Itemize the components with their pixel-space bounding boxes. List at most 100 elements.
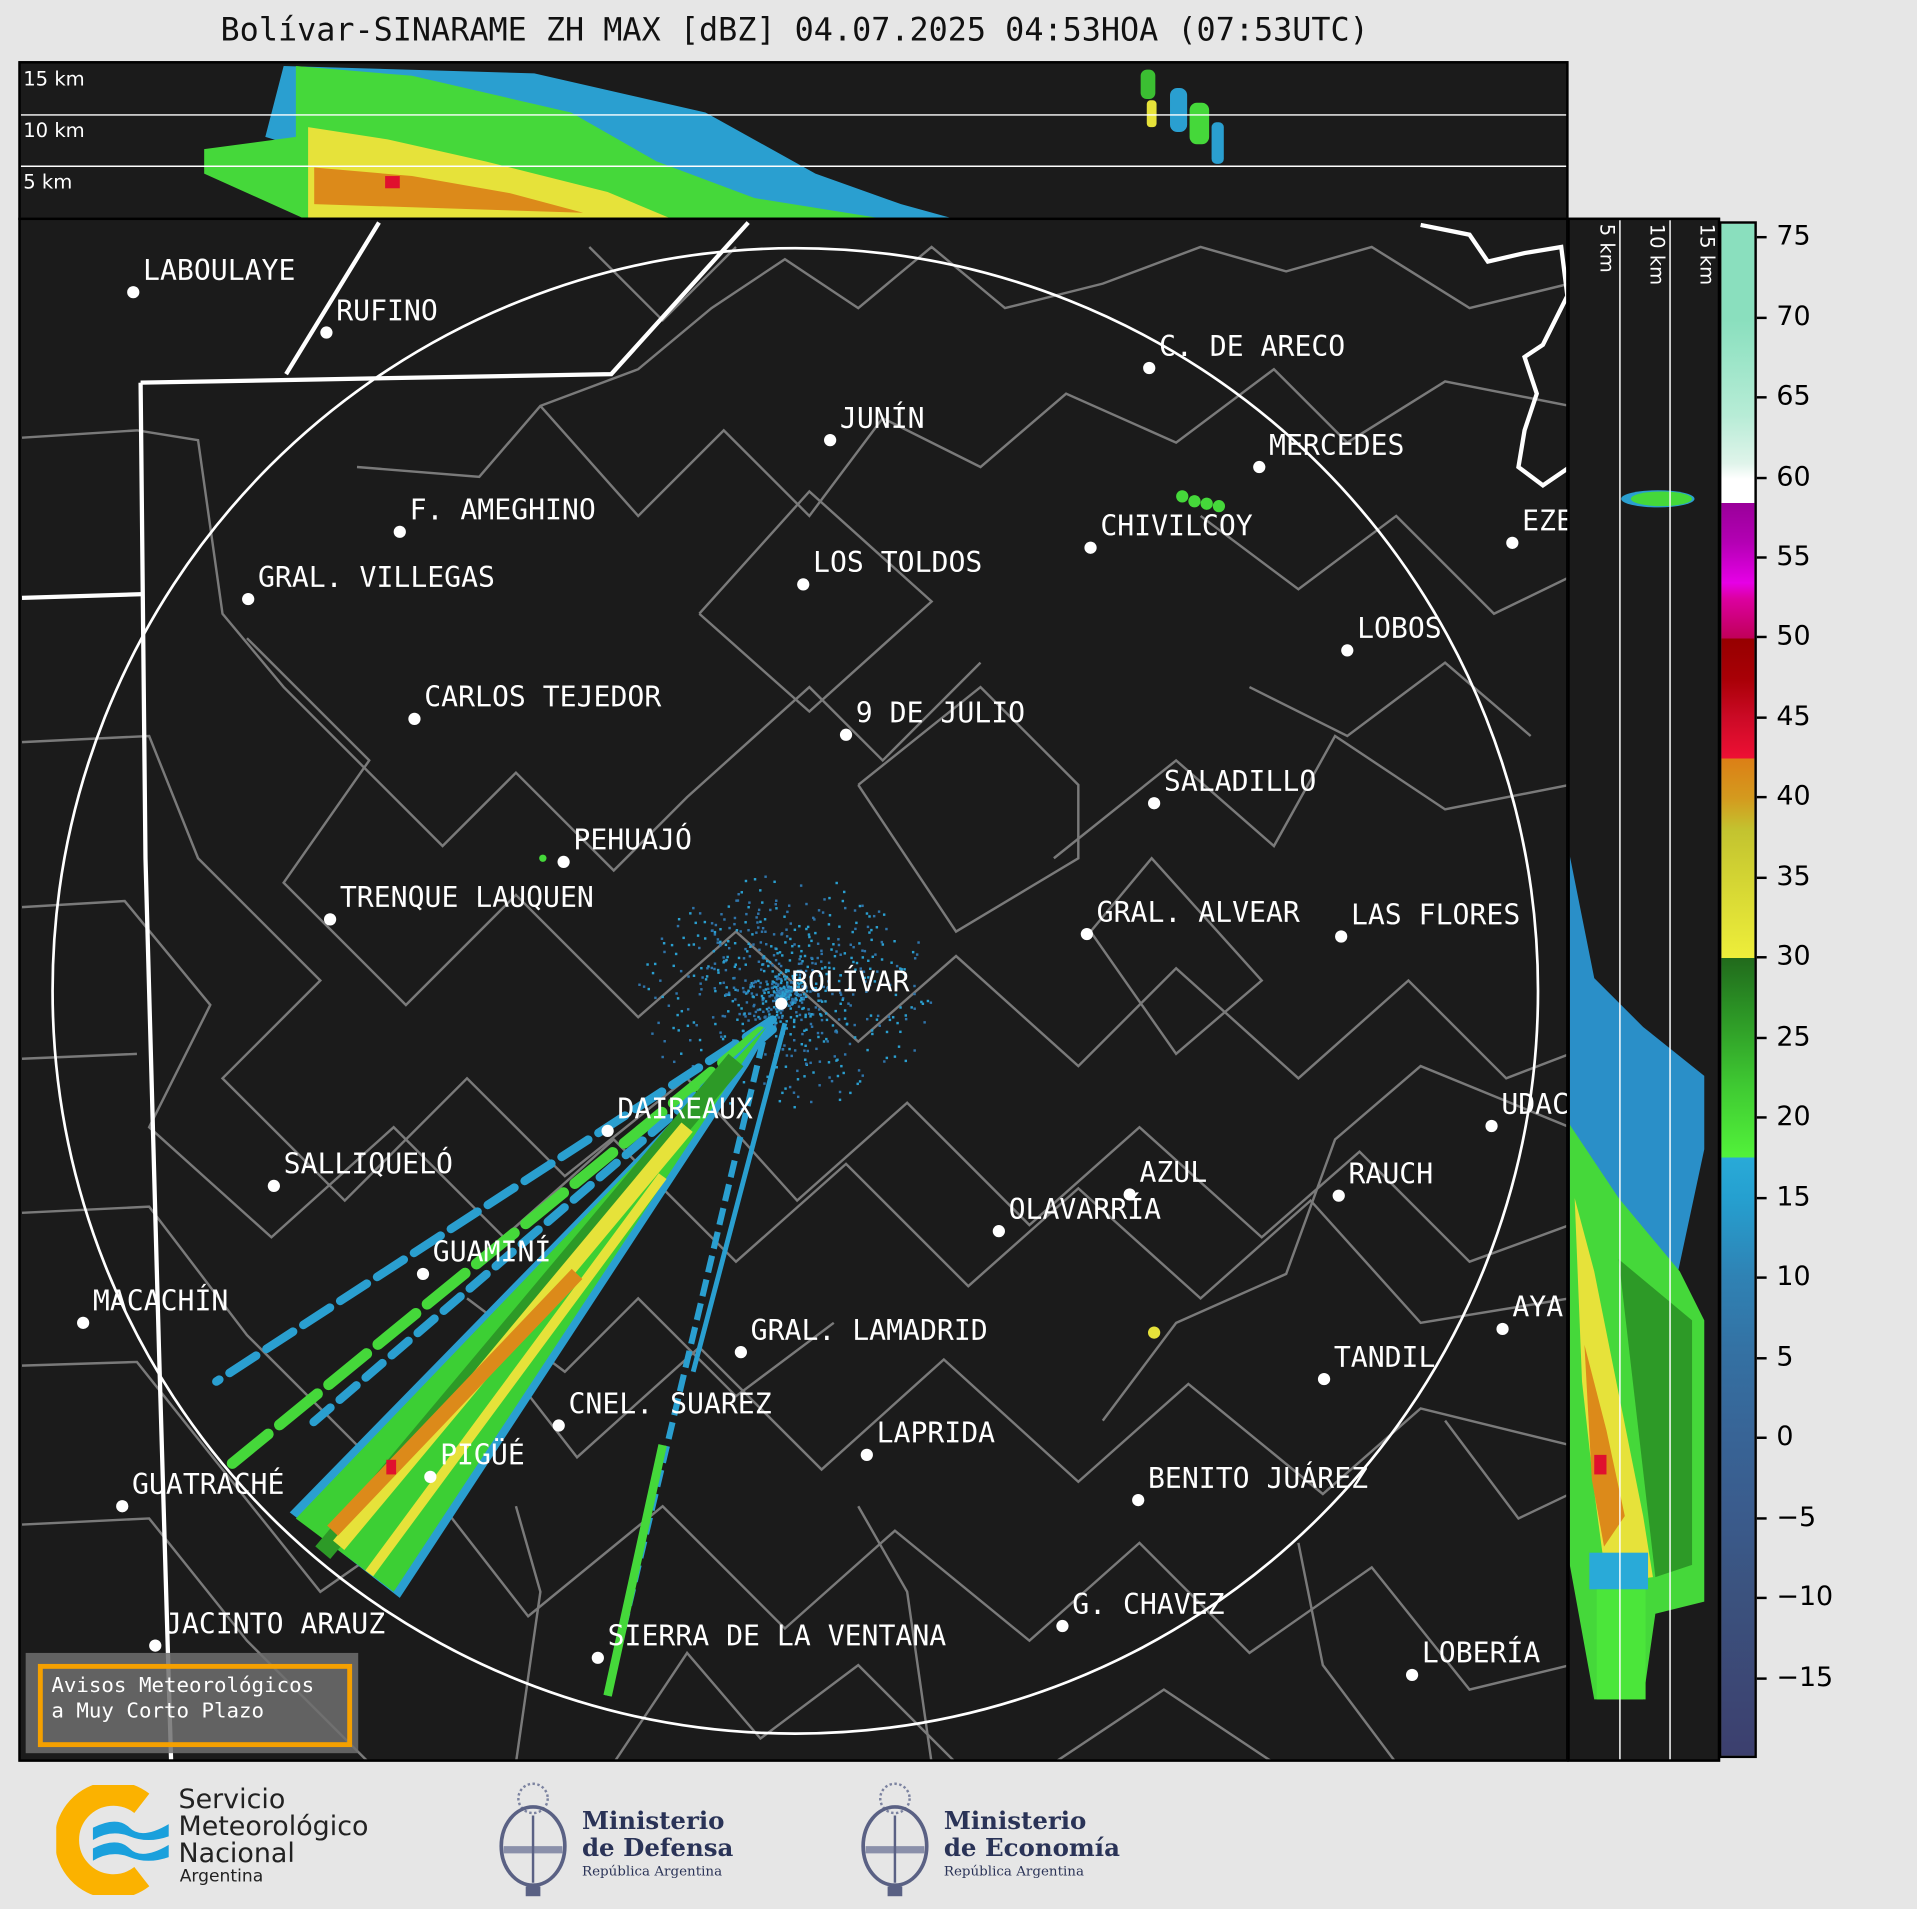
echo-clutter (770, 994, 773, 997)
city-label: LOBOS (1357, 613, 1442, 646)
echo-clutter (717, 971, 720, 974)
city-label: LAS FLORES (1350, 899, 1521, 932)
echo-clutter (852, 945, 855, 949)
echo-clutter (818, 1060, 822, 1063)
echo-clutter (867, 976, 870, 979)
echo-clutter (719, 1031, 722, 1034)
city-marker (1335, 930, 1348, 943)
echo-clutter (775, 1010, 779, 1014)
echo-clutter (731, 999, 735, 1003)
echo-clutter (772, 981, 776, 984)
colorbar-tick-label: 60 (1776, 461, 1811, 493)
echo-clutter (720, 1035, 723, 1038)
echo-clutter (773, 1024, 777, 1027)
echo-clutter (787, 985, 790, 988)
echo-clutter (775, 1021, 778, 1025)
echo-clutter (735, 928, 739, 932)
colorbar-tick-label: 45 (1776, 701, 1811, 733)
echo-clutter (745, 1001, 749, 1004)
echo-clutter (788, 959, 792, 962)
echo-clutter (776, 990, 779, 993)
echo-clutter (798, 982, 801, 986)
echo-clutter (785, 990, 788, 993)
echo-clutter (661, 995, 664, 999)
echo-clutter (734, 963, 737, 966)
echo-clutter (920, 1000, 923, 1004)
echo-clutter (786, 994, 790, 997)
echo-clutter (782, 994, 786, 998)
echo-clutter (729, 1102, 732, 1105)
echo-clutter (804, 987, 808, 990)
echo-clutter (758, 1017, 762, 1020)
echo-clutter (795, 1011, 798, 1014)
echo-clutter (795, 993, 799, 997)
echo-clutter (848, 1042, 852, 1046)
echo-clutter (823, 898, 826, 901)
echo-clutter (800, 1042, 804, 1046)
echo-clutter (825, 972, 828, 976)
echo-clutter (870, 1029, 874, 1032)
colorbar-tick-label: −15 (1776, 1662, 1834, 1693)
echo-clutter (820, 1000, 824, 1003)
echo-clutter (843, 1017, 847, 1020)
echo-clutter (777, 962, 781, 966)
echo-clutter (762, 955, 766, 958)
echo-clutter (835, 1059, 838, 1062)
city-label: LABOULAYE (143, 255, 296, 288)
echo-clutter (771, 982, 774, 986)
echo-clutter (778, 1099, 782, 1103)
echo-clutter (795, 973, 798, 976)
echo-clutter (876, 1014, 880, 1018)
echo-clutter (863, 976, 867, 980)
echo-cell (1200, 497, 1213, 510)
echo-clutter (795, 1014, 799, 1018)
colorbar-tick (1756, 1356, 1767, 1360)
colorbar-tick (1756, 316, 1767, 319)
city-marker (1332, 1189, 1345, 1202)
echo-clutter (804, 1015, 807, 1019)
echo-clutter (834, 1030, 837, 1033)
echo-clutter (796, 982, 799, 985)
echo-clutter (876, 970, 879, 973)
echo-clutter (861, 1074, 864, 1077)
echo-clutter (913, 1049, 916, 1052)
echo-clutter (732, 986, 736, 989)
echo-clutter (814, 1006, 818, 1009)
echo-clutter (675, 992, 678, 995)
echo-clutter (774, 1007, 778, 1011)
defensa-line3: República Argentina (581, 1863, 723, 1880)
echo-clutter (875, 926, 879, 929)
figure-title: Bolívar-SINARAME ZH MAX [dBZ] 04.07.2025… (220, 12, 1369, 49)
city-marker (1341, 644, 1354, 657)
echo-clutter (707, 965, 710, 968)
echo-clutter (797, 944, 801, 948)
warning-box[interactable]: Avisos Meteorológicos a Muy Corto Plazo (25, 1652, 359, 1754)
echo-clutter (742, 1081, 746, 1084)
echo-clutter (782, 989, 785, 993)
echo-clutter (736, 1018, 739, 1021)
echo-cell (1212, 500, 1226, 513)
city-marker (992, 1225, 1005, 1238)
echo-clutter (753, 1014, 756, 1018)
echo-clutter (778, 951, 782, 954)
city-label: SALADILLO (1163, 766, 1317, 799)
echo-clutter (913, 992, 916, 996)
echo-clutter (804, 1013, 807, 1017)
echo-clutter (750, 982, 753, 985)
echo-clutter (813, 918, 816, 921)
defensa-line1: Ministerio (581, 1805, 725, 1836)
economia-logo: Ministerio de Economía República Argenti… (856, 1779, 1137, 1901)
echo-clutter (793, 979, 797, 983)
echo-clutter (801, 1032, 804, 1036)
echo-clutter (698, 993, 702, 996)
echo-clutter (692, 906, 695, 910)
echo-clutter (885, 1030, 889, 1034)
echo-clutter (659, 979, 662, 982)
echo-clutter (761, 1002, 765, 1005)
echo-green-column (1596, 1589, 1646, 1700)
echo-clutter (737, 956, 741, 960)
echo-green-cell (1630, 491, 1693, 507)
colorbar-tick (1756, 236, 1767, 239)
city-marker (824, 434, 837, 447)
colorbar-tick-label: 5 (1776, 1341, 1794, 1373)
